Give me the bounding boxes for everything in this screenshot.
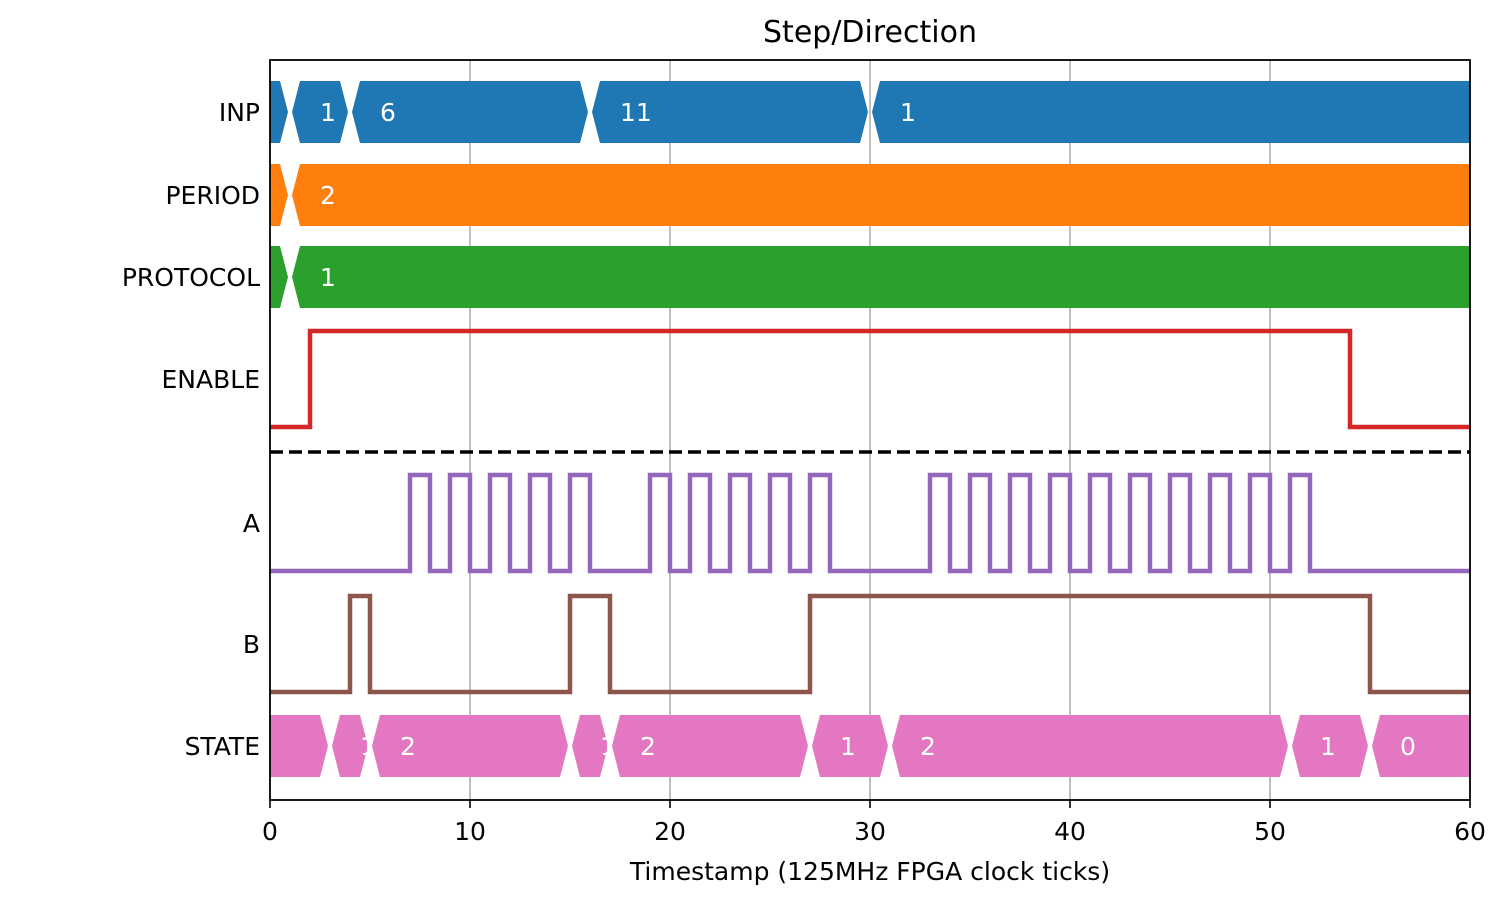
chart-title: Step/Direction (763, 15, 977, 50)
x-tick-label: 0 (262, 817, 278, 846)
bus-value-state: 1 (1320, 732, 1336, 761)
x-tick-label: 60 (1454, 817, 1486, 846)
bus-segment-period (270, 164, 288, 226)
bit-trace-a (270, 472, 1470, 574)
signal-label-b: B (243, 630, 260, 659)
bus-segment-state (812, 715, 888, 777)
x-tick-label: 30 (854, 817, 886, 846)
signal-label-period: PERIOD (165, 181, 260, 210)
bus-value-inp: 6 (380, 98, 396, 127)
bus-segment-state (892, 715, 1288, 777)
bus-segment-inp (270, 81, 288, 143)
bus-segment-state (332, 715, 368, 777)
bus-segment-state (372, 715, 568, 777)
bus-segment-inp (292, 81, 348, 143)
x-tick-label: 40 (1054, 817, 1086, 846)
signal-label-protocol: PROTOCOL (122, 263, 260, 292)
signal-label-enable: ENABLE (162, 365, 260, 394)
bus-value-state: 2 (920, 732, 936, 761)
bus-segment-state (572, 715, 608, 777)
x-axis-ticks: 0 10 20 30 40 50 60 (262, 800, 1486, 846)
bus-value-state: 2 (400, 732, 416, 761)
x-tick-label: 10 (454, 817, 486, 846)
bus-segment-inp (592, 81, 868, 143)
bus-value-inp: 11 (620, 98, 652, 127)
signal-label-state: STATE (185, 732, 260, 761)
bus-value-period: 2 (320, 181, 336, 210)
bus-segment-protocol (270, 246, 288, 308)
x-tick-label: 50 (1254, 817, 1286, 846)
bus-value-state: 1 (840, 732, 856, 761)
bus-value-inp: 1 (320, 98, 336, 127)
bus-value-state: 1 (360, 732, 376, 761)
bus-segment-state (1292, 715, 1368, 777)
signal-label-inp: INP (219, 98, 260, 127)
signal-label-a: A (243, 509, 260, 538)
bus-segment-period (292, 164, 1470, 226)
signal-labels: INP PERIOD PROTOCOL ENABLE A B STATE (122, 98, 260, 761)
bus-value-protocol: 1 (320, 263, 336, 292)
x-axis-label: Timestamp (125MHz FPGA clock ticks) (629, 857, 1110, 886)
bus-segment-state (1372, 715, 1470, 777)
bit-trace-enable (270, 328, 1470, 430)
bit-trace-b (270, 593, 1470, 695)
bus-segment-state (270, 715, 328, 777)
bus-segment-state (612, 715, 808, 777)
bus-segment-protocol (292, 246, 1470, 308)
bus-value-state: 2 (640, 732, 656, 761)
bus-segment-inp (872, 81, 1470, 143)
bus-value-inp: 1 (900, 98, 916, 127)
bus-value-state: 1 (600, 732, 616, 761)
x-tick-label: 20 (654, 817, 686, 846)
bus-value-state: 0 (1400, 732, 1416, 761)
bus-segment-inp (352, 81, 588, 143)
